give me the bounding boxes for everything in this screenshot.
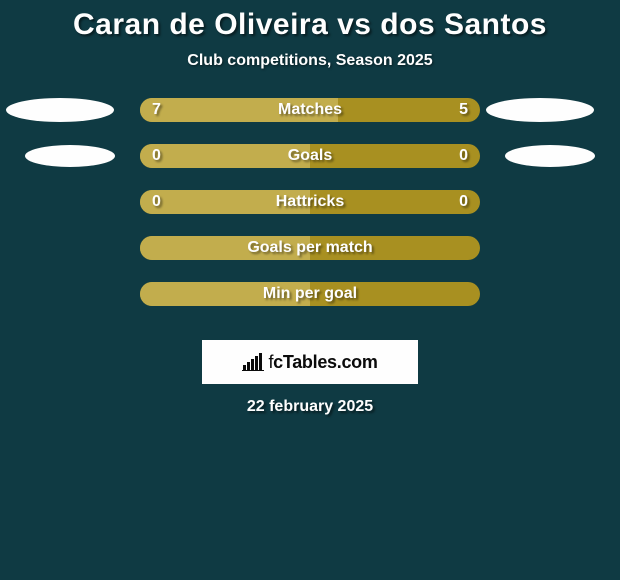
- stat-bar: Goals per match: [140, 236, 480, 260]
- player-marker-ellipse: [25, 145, 115, 167]
- logo-text-bold: cTables.com: [273, 352, 377, 372]
- stat-value-right: 0: [459, 190, 468, 214]
- stat-bar-fill-left: [140, 236, 310, 260]
- stat-bar-fill-left: [140, 98, 338, 122]
- stat-row: 00Goals: [0, 144, 620, 190]
- stat-bar: 00Goals: [140, 144, 480, 168]
- stat-bar-fill-left: [140, 282, 310, 306]
- stat-rows: 75Matches 00Goals 00Hattricks Goals per mat…: [0, 98, 620, 328]
- stat-value-right: 0: [459, 144, 468, 168]
- stat-bar: 00Hattricks: [140, 190, 480, 214]
- stat-row: 75Matches: [0, 98, 620, 144]
- stat-bar: 75Matches: [140, 98, 480, 122]
- player-marker-ellipse: [486, 98, 594, 122]
- page-subtitle: Club competitions, Season 2025: [0, 52, 620, 70]
- stat-row: Min per goal: [0, 282, 620, 328]
- date-label: 22 february 2025: [0, 398, 620, 416]
- stat-value-right: 5: [459, 98, 468, 122]
- stat-bar: Min per goal: [140, 282, 480, 306]
- stat-bar-fill-left: [140, 144, 310, 168]
- logo-text: fcTables.com: [268, 352, 377, 373]
- logo-box: fcTables.com: [202, 340, 418, 384]
- stat-row: Goals per match: [0, 236, 620, 282]
- player-marker-ellipse: [505, 145, 595, 167]
- comparison-infographic: Caran de Oliveira vs dos Santos Club com…: [0, 0, 620, 580]
- bar-chart-icon: [242, 353, 264, 371]
- page-title: Caran de Oliveira vs dos Santos: [0, 8, 620, 42]
- stat-row: 00Hattricks: [0, 190, 620, 236]
- player-marker-ellipse: [6, 98, 114, 122]
- stat-bar-fill-left: [140, 190, 310, 214]
